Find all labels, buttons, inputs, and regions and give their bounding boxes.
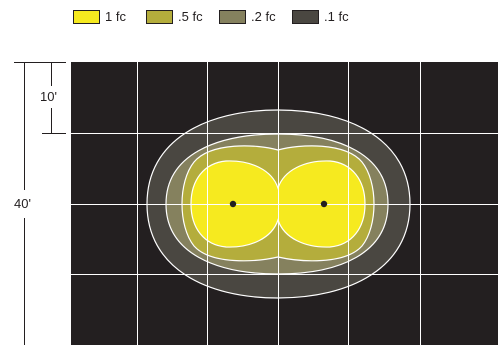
grid	[71, 62, 498, 345]
legend-item-02fc: .2 fc	[219, 8, 276, 26]
legend-item-05fc: .5 fc	[146, 8, 203, 26]
fixture-right-dot	[320, 200, 328, 208]
legend-label-02fc: .2 fc	[251, 9, 276, 24]
dimension-label-40ft: 40'	[14, 196, 31, 211]
legend-swatch-01fc	[292, 10, 319, 24]
legend-swatch-02fc	[219, 10, 246, 24]
dimension-label-10ft: 10'	[40, 89, 57, 104]
legend-label-05fc: .5 fc	[178, 9, 203, 24]
dimension-lines	[14, 62, 66, 345]
legend-item-1fc: 1 fc	[73, 8, 126, 26]
legend-swatch-05fc	[146, 10, 173, 24]
legend-swatch-1fc	[73, 10, 100, 24]
legend: 1 fc .5 fc .2 fc .1 fc	[0, 8, 498, 26]
legend-item-01fc: .1 fc	[292, 8, 349, 26]
legend-label-1fc: 1 fc	[105, 9, 126, 24]
legend-label-01fc: .1 fc	[324, 9, 349, 24]
fixture-left-dot	[229, 200, 237, 208]
